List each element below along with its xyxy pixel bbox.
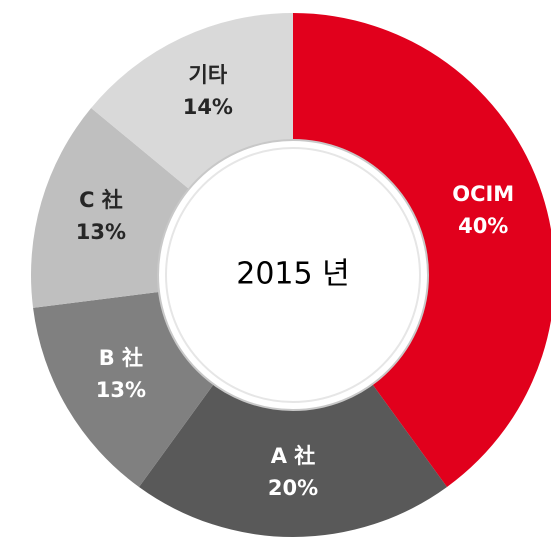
slice-value-label: 20% xyxy=(268,476,318,500)
slice-name: B 社 xyxy=(99,346,143,370)
donut-hole xyxy=(157,139,429,411)
slice-name: OCIM xyxy=(452,182,514,206)
slice-name: 기타 xyxy=(189,63,228,87)
slice-value-label: 13% xyxy=(96,378,146,402)
slice-value-label: 40% xyxy=(458,214,508,238)
donut-hole-ring xyxy=(165,147,421,403)
slice-value-label: 14% xyxy=(183,95,233,119)
slice-name: C 社 xyxy=(79,188,123,212)
slice-value-label: 13% xyxy=(76,220,126,244)
slice-name: A 社 xyxy=(271,444,316,468)
center-label: 2015 년 xyxy=(236,257,349,292)
